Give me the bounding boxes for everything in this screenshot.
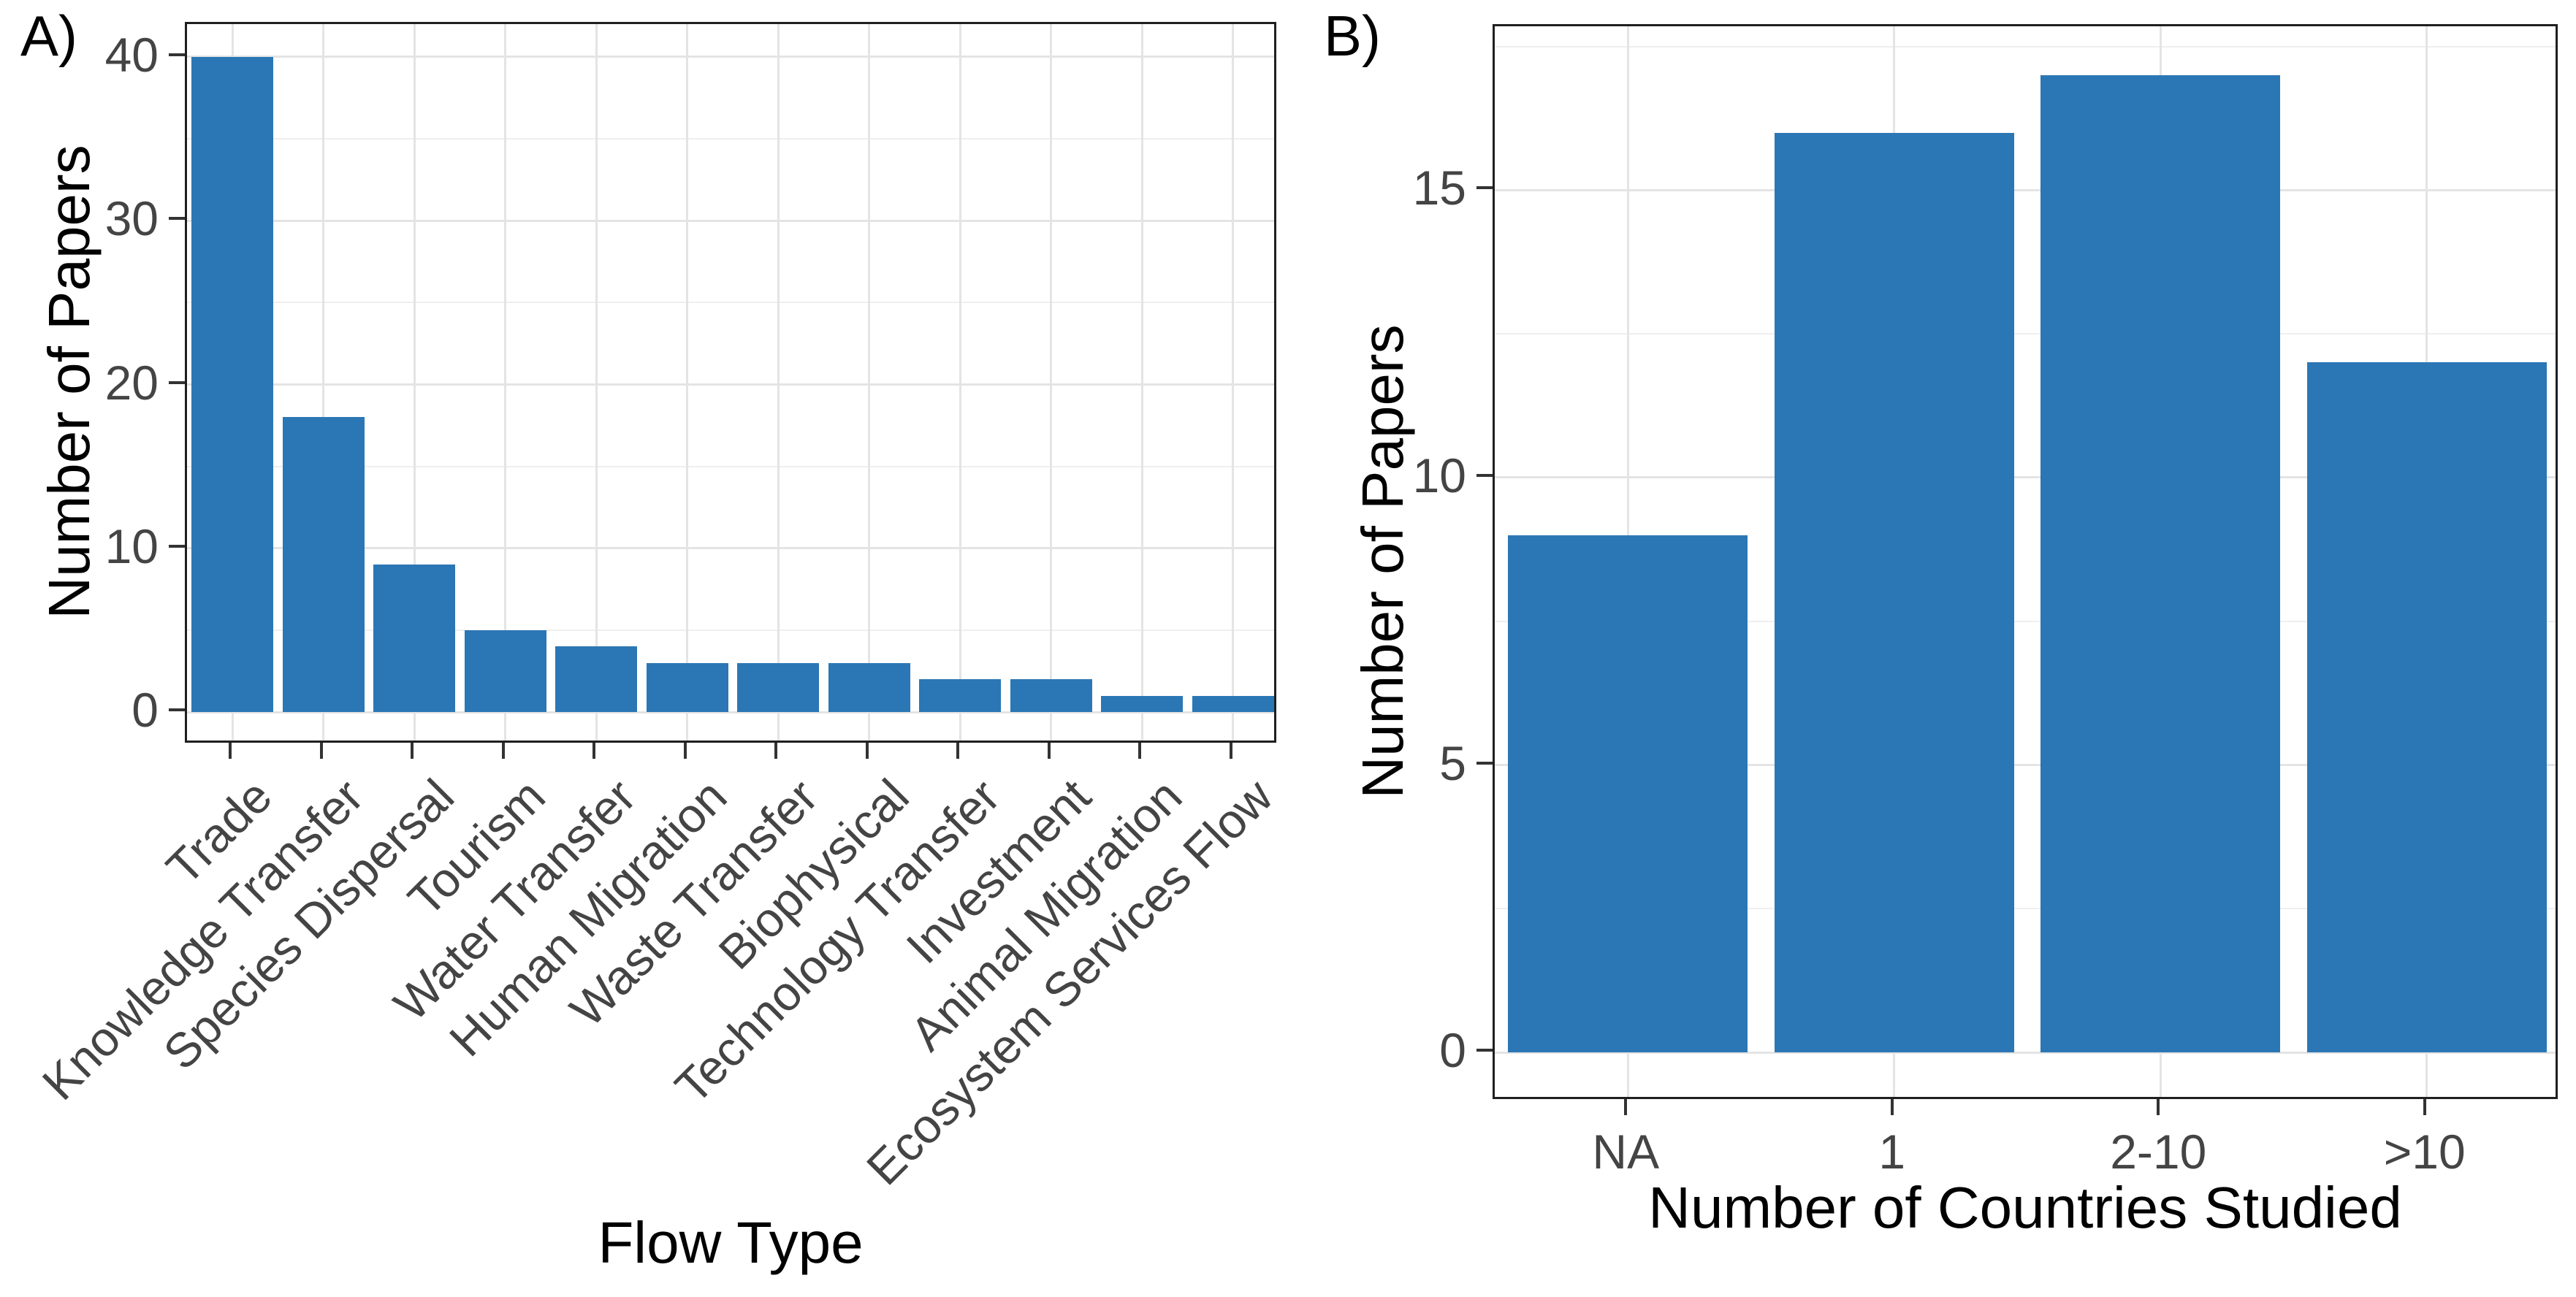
y-tick-label-10: 10 — [104, 519, 159, 573]
x-tick-label--10: >10 — [2383, 1125, 2466, 1179]
bar-investment — [1010, 679, 1092, 713]
x-axis-tick-2 — [411, 743, 414, 759]
x-tick-label-2-10: 2-10 — [2110, 1125, 2207, 1179]
bar-na — [1508, 535, 1748, 1053]
gridline-major-y-0 — [187, 711, 1274, 713]
gridline-minor-y-5 — [187, 629, 1274, 631]
x-axis-tick-11 — [1229, 743, 1232, 759]
bar-biophysical — [828, 662, 910, 713]
bar-knowledge-transfer — [282, 417, 365, 713]
x-axis-tick-1 — [1890, 1099, 1894, 1115]
x-axis-tick-2 — [2157, 1099, 2160, 1115]
gridline-minor-y-35 — [187, 138, 1274, 140]
x-axis-tick-1 — [319, 743, 323, 759]
y-axis-tick-20 — [169, 380, 185, 384]
gridline-major-x-9 — [1050, 24, 1053, 741]
gridline-minor-y-25 — [187, 302, 1274, 304]
x-axis-tick-7 — [865, 743, 869, 759]
y-tick-label-20: 20 — [104, 355, 159, 410]
bar-trade — [191, 56, 274, 713]
panel-a-x-axis-title: Flow Type — [598, 1210, 864, 1275]
panel-b-x-axis-title: Number of Countries Studied — [1648, 1175, 2402, 1240]
y-tick-label-5: 5 — [1439, 735, 1466, 790]
bar-human-migration — [646, 662, 728, 713]
x-axis-tick-4 — [592, 743, 596, 759]
gridline-minor-y-12.5 — [1495, 333, 2556, 335]
x-axis-tick-9 — [1047, 743, 1051, 759]
gridline-major-x-8 — [959, 24, 961, 741]
bar-species-dispersal — [373, 565, 456, 713]
x-axis-tick-6 — [774, 743, 778, 759]
bar-water-transfer — [555, 646, 638, 713]
panel-b-plot-area — [1493, 24, 2558, 1099]
y-axis-tick-0 — [169, 708, 185, 712]
y-tick-label-15: 15 — [1412, 161, 1466, 215]
gridline-major-x-5 — [686, 24, 689, 741]
y-axis-tick-5 — [1476, 761, 1493, 765]
bar-ecosystem-services-flow — [1192, 695, 1274, 713]
bar-technology-transfer — [919, 679, 1002, 713]
gridline-major-x-10 — [1140, 24, 1143, 741]
gridline-major-y-10 — [187, 547, 1274, 550]
x-axis-tick-10 — [1138, 743, 1142, 759]
gridline-major-y-20 — [187, 383, 1274, 386]
x-axis-tick-3 — [2423, 1099, 2426, 1115]
gridline-minor-y-2.5 — [1495, 908, 2556, 910]
bar-waste-transfer — [737, 662, 820, 713]
gridline-minor-y-15 — [187, 465, 1274, 467]
x-axis-tick-3 — [501, 743, 505, 759]
panel-a-tag: A) — [20, 4, 77, 68]
y-tick-label-10: 10 — [1412, 448, 1466, 502]
panel-b-tag: B) — [1324, 4, 1381, 68]
gridline-major-y-10 — [1495, 476, 2556, 479]
y-tick-label-30: 30 — [104, 191, 159, 246]
gridline-major-x-6 — [777, 24, 780, 741]
y-axis-tick-30 — [169, 217, 185, 221]
y-tick-label-0: 0 — [132, 683, 159, 738]
y-axis-tick-40 — [169, 53, 185, 56]
gridline-major-x-2 — [413, 24, 416, 741]
gridline-major-y-5 — [1495, 764, 2556, 766]
gridline-major-x-3 — [504, 24, 507, 741]
bar-tourism — [464, 630, 546, 713]
x-axis-tick-5 — [683, 743, 687, 759]
gridline-major-x-4 — [595, 24, 598, 741]
y-tick-label-0: 0 — [1439, 1023, 1466, 1078]
bar-1 — [1774, 132, 2014, 1053]
panel-b-y-axis-title: Number of Papers — [1350, 324, 1415, 799]
gridline-major-y-0 — [1495, 1051, 2556, 1054]
gridline-major-x-1 — [322, 24, 325, 741]
y-axis-tick-0 — [1476, 1049, 1493, 1052]
gridline-minor-y-7.5 — [1495, 620, 2556, 622]
y-axis-tick-10 — [1476, 473, 1493, 477]
y-axis-tick-10 — [169, 544, 185, 548]
bar-animal-migration — [1101, 695, 1184, 713]
gridline-major-y-40 — [187, 56, 1274, 58]
gridline-major-y-30 — [187, 219, 1274, 222]
x-tick-label-1: 1 — [1878, 1125, 1906, 1179]
gridline-major-x-11 — [1232, 24, 1235, 741]
panel-a-plot-area — [185, 22, 1276, 743]
x-axis-tick-8 — [956, 743, 960, 759]
x-axis-tick-0 — [1624, 1099, 1628, 1115]
gridline-major-x-7 — [868, 24, 871, 741]
x-axis-tick-0 — [229, 743, 232, 759]
x-tick-label-na: NA — [1592, 1125, 1660, 1179]
y-tick-label-40: 40 — [104, 27, 159, 82]
gridline-major-y-15 — [1495, 188, 2556, 191]
bar-2-10 — [2040, 74, 2281, 1053]
gridline-minor-y-17.5 — [1495, 45, 2556, 47]
y-axis-tick-15 — [1476, 186, 1493, 190]
bar--10 — [2306, 362, 2547, 1053]
